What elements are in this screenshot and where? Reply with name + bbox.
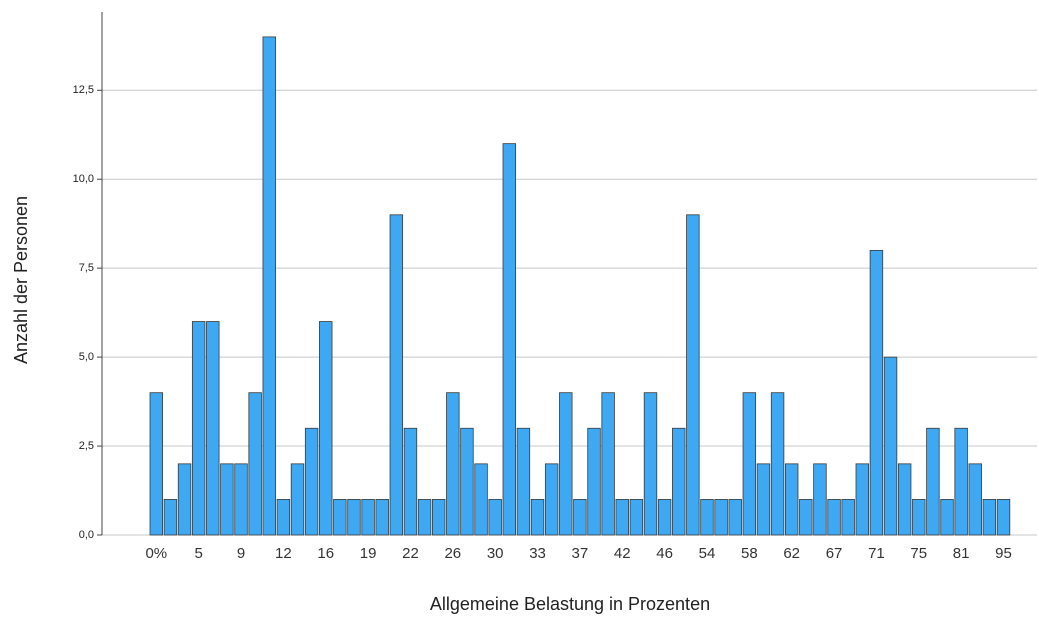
bar — [417, 499, 432, 536]
bar — [234, 463, 248, 536]
bar — [149, 392, 164, 536]
x-tick-label: 19 — [360, 545, 377, 562]
bar — [756, 463, 771, 536]
bar — [968, 463, 982, 536]
y-tick-label: 0,0 — [79, 529, 94, 541]
x-tick-label: 58 — [741, 545, 758, 562]
bar — [686, 214, 700, 536]
bar — [912, 499, 926, 536]
x-tick-label: 0% — [145, 545, 167, 562]
y-tick-label: 12,5 — [73, 84, 94, 96]
y-tick-label: 2,5 — [79, 440, 94, 452]
x-tick-label: 16 — [317, 545, 334, 562]
bar — [643, 392, 658, 536]
x-axis-label: Allgemeine Belastung in Prozenten — [430, 594, 710, 614]
y-axis-label: Anzahl der Personen — [11, 196, 31, 364]
bar — [248, 392, 262, 536]
bar — [319, 321, 333, 536]
bar — [629, 499, 644, 536]
x-tick-label: 12 — [275, 545, 292, 562]
bar — [883, 356, 898, 536]
y-tick-label: 10,0 — [73, 173, 94, 185]
bar — [954, 427, 968, 536]
bar — [347, 499, 361, 536]
bar — [728, 499, 742, 536]
bar — [559, 392, 573, 536]
bar — [742, 392, 757, 536]
bar — [869, 249, 884, 536]
bar — [799, 499, 813, 536]
bar — [276, 499, 291, 536]
bar — [375, 499, 389, 536]
bar — [262, 36, 276, 536]
bar — [361, 499, 375, 536]
bar — [488, 499, 502, 536]
bar — [827, 499, 841, 536]
bar — [785, 463, 799, 536]
y-tick-label: 7,5 — [79, 262, 94, 274]
x-tick-label: 81 — [953, 545, 970, 562]
bar — [403, 427, 418, 536]
bar — [601, 392, 615, 536]
x-tick-label: 95 — [995, 545, 1012, 562]
x-tick-label: 42 — [614, 545, 631, 562]
bar — [996, 499, 1011, 536]
bar — [544, 463, 559, 536]
x-tick-label: 71 — [868, 545, 885, 562]
bar — [290, 463, 305, 536]
bar — [304, 427, 319, 536]
bar — [530, 499, 545, 536]
bar — [897, 463, 912, 536]
bar — [841, 499, 855, 536]
bar — [389, 214, 404, 536]
bar — [700, 499, 714, 536]
bar — [333, 499, 347, 536]
x-tick-label: 33 — [529, 545, 546, 562]
bar — [587, 427, 601, 536]
bar — [714, 499, 728, 536]
bar — [163, 499, 178, 536]
bar — [982, 499, 997, 536]
bar — [431, 499, 446, 536]
bar — [206, 321, 220, 536]
bar — [446, 392, 460, 536]
x-tick-label: 5 — [194, 545, 202, 562]
bar — [502, 143, 517, 536]
x-tick-label: 37 — [572, 545, 589, 562]
x-tick-label: 26 — [444, 545, 461, 562]
bar — [474, 463, 488, 536]
bar — [516, 427, 531, 536]
bar — [855, 463, 870, 536]
bar — [672, 427, 686, 536]
bar — [615, 499, 629, 536]
bar — [220, 463, 234, 536]
bar — [460, 427, 474, 536]
x-tick-label: 46 — [656, 545, 673, 562]
x-tick-label: 62 — [783, 545, 800, 562]
bar — [191, 321, 206, 536]
x-tick-label: 9 — [237, 545, 245, 562]
bar — [940, 499, 954, 536]
x-tick-label: 67 — [826, 545, 843, 562]
bar — [573, 499, 587, 536]
y-tick-label: 5,0 — [79, 351, 94, 363]
bar — [813, 463, 827, 536]
x-tick-label: 54 — [699, 545, 716, 562]
x-tick-label: 30 — [487, 545, 504, 562]
bar — [177, 463, 192, 536]
bar — [770, 392, 785, 536]
bar — [926, 427, 940, 536]
bar — [657, 499, 672, 536]
x-tick-label: 22 — [402, 545, 419, 562]
x-tick-label: 75 — [910, 545, 927, 562]
